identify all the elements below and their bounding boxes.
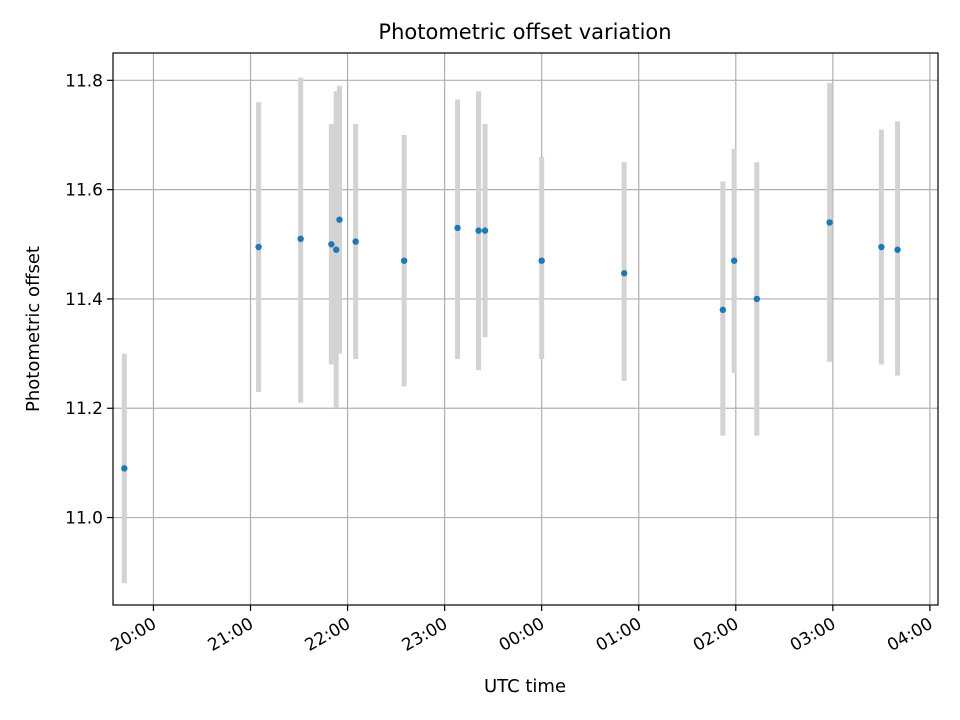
y-tick-label: 11.2	[65, 399, 103, 419]
data-point	[538, 257, 545, 264]
data-point	[336, 216, 343, 223]
data-point	[333, 246, 340, 253]
data-point	[826, 219, 833, 226]
data-point	[878, 243, 885, 251]
axes-frame	[112, 52, 939, 606]
data-point	[730, 257, 738, 264]
grid	[113, 53, 938, 605]
data-point	[352, 238, 359, 245]
x-axis-label: UTC time	[484, 676, 566, 697]
y-tick-label: 11.4	[65, 290, 103, 310]
data-point	[719, 306, 727, 314]
data-point	[894, 246, 901, 253]
data-point	[475, 227, 482, 234]
chart-title: Photometric offset variation	[378, 20, 671, 44]
y-tick-label: 11.8	[65, 71, 103, 91]
y-axis-ticks: 11.0 11.2 11.4 11.6 11.8	[65, 71, 113, 529]
y-tick-label: 11.0	[65, 509, 103, 529]
data-point	[753, 295, 761, 303]
data-point	[481, 227, 489, 234]
data-point	[620, 270, 628, 277]
y-tick-label: 11.6	[65, 181, 103, 201]
data-point	[297, 235, 304, 243]
data-point	[400, 257, 408, 264]
data-point	[255, 243, 262, 251]
y-axis-label: Photometric offset	[23, 246, 44, 412]
data-point	[121, 465, 128, 472]
data-point	[454, 224, 461, 232]
data-points	[121, 216, 901, 472]
data-point	[328, 241, 335, 248]
